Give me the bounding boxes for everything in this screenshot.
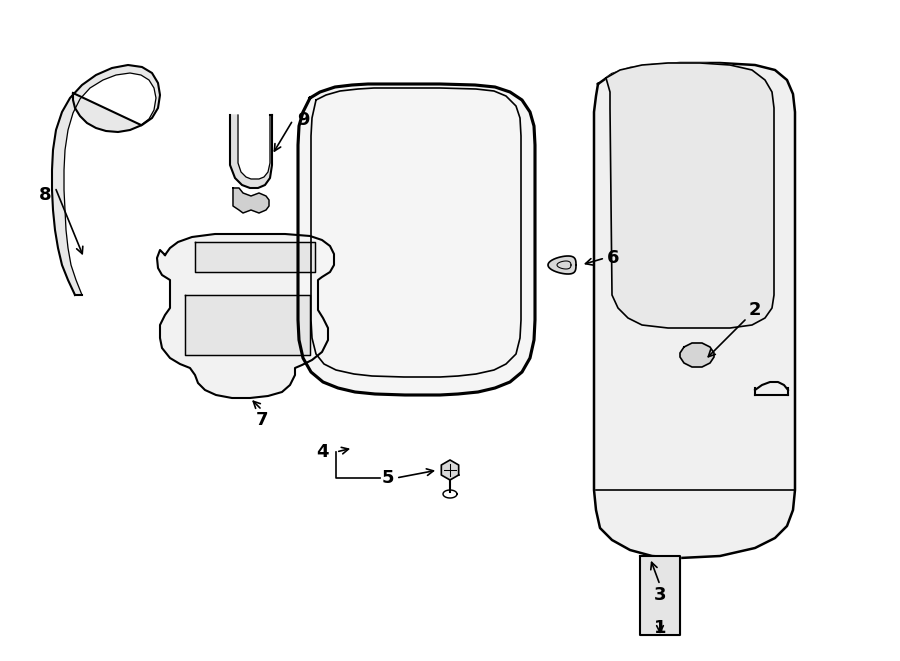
Polygon shape <box>157 234 334 398</box>
Text: 4: 4 <box>316 443 328 461</box>
Polygon shape <box>441 460 459 480</box>
Polygon shape <box>52 65 160 295</box>
Polygon shape <box>298 84 535 395</box>
Text: 7: 7 <box>256 411 268 429</box>
Polygon shape <box>640 556 680 635</box>
Text: 2: 2 <box>749 301 761 319</box>
Text: 8: 8 <box>39 186 51 204</box>
Polygon shape <box>606 63 774 328</box>
Polygon shape <box>233 188 269 213</box>
Text: 1: 1 <box>653 619 666 637</box>
Polygon shape <box>548 256 576 274</box>
Text: 6: 6 <box>607 249 619 267</box>
Polygon shape <box>185 295 310 355</box>
Polygon shape <box>594 63 795 558</box>
Polygon shape <box>195 242 315 272</box>
Polygon shape <box>230 115 272 188</box>
Text: 3: 3 <box>653 586 666 604</box>
Polygon shape <box>680 343 714 367</box>
Text: 5: 5 <box>382 469 394 487</box>
Text: 9: 9 <box>297 111 310 129</box>
